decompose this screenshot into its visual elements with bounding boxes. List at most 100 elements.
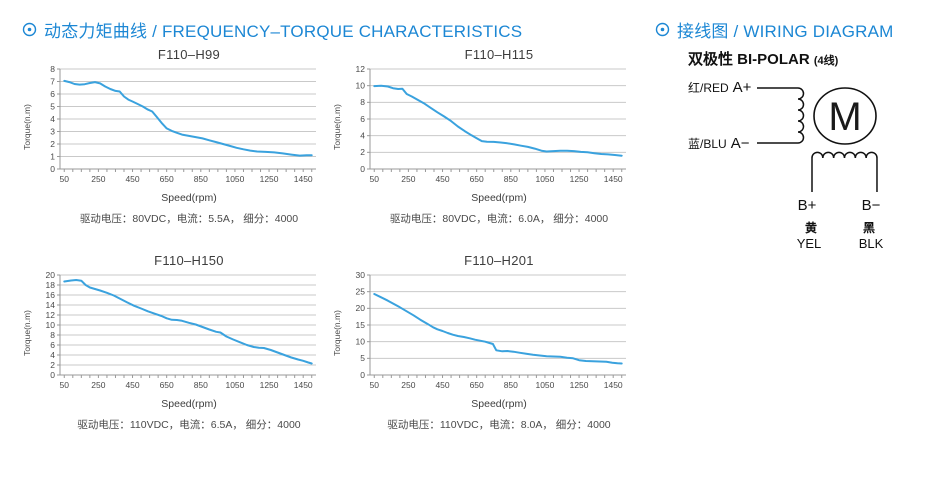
charts-section-header: 动态力矩曲线 / FREQUENCY–TORQUE CHARACTERISTIC… [22,17,522,42]
y-tick-label: 12 [46,310,56,320]
wiring-schematic: 红/RED A+ 蓝/BLU A− M B+ B− 黄 黑 YEL BLK [688,79,884,251]
chart-caption: 驱动电压：80VDC，电流：5.5A， 细分：4000 [79,213,299,225]
y-tick-label: 30 [356,270,366,280]
y-tick-label: 10 [356,336,366,346]
x-tick-label: 50 [60,174,70,184]
x-tick-label: 1250 [260,174,279,184]
x-tick-label: 50 [60,380,70,390]
x-tick-label: 250 [91,380,105,390]
circle-dot-bullet-icon [22,22,37,37]
chart-title: F110–H201 [464,253,534,268]
y-tick-label: 14 [46,300,56,310]
x-tick-label: 1250 [260,380,279,390]
x-tick-label: 250 [401,174,415,184]
wiring-diagram: 双极性 BI-POLAR (4线) 红/RED A+ 蓝/BLU A− M B+ B… [655,45,945,305]
x-tick-label: 850 [194,380,208,390]
wire-count-label: (4线) [813,55,839,67]
plot-area: 0 5 10 15 20 25 30 50 250 450 650 850 1050 1250 1450 [356,270,626,390]
y-tick-label: 0 [50,370,55,380]
y-tick-label: 4 [50,114,55,124]
chart-caption: 驱动电压：80VDC，电流：6.0A， 细分：4000 [389,213,609,225]
y-tick-label: 7 [50,76,55,86]
x-tick-label: 450 [435,174,449,184]
y-tick-label: 8 [360,97,365,107]
x-tick-label: 850 [194,174,208,184]
yellow-wire-label-zh: 黄 [805,220,817,235]
motor-circle [813,87,877,145]
chart-f110-h115: F110–H115 Torque(n.m) 0 2 4 6 8 10 12 50 250 450 6… [330,46,632,226]
x-tick-label: 1450 [604,174,623,184]
torque-curve [373,84,623,157]
y-axis-label: Torque(n.m) [22,310,32,356]
phase-b-coil [811,151,878,159]
y-tick-label: 1 [50,151,55,161]
y-tick-label: 3 [50,126,55,136]
y-tick-label: 6 [50,340,55,350]
y-tick-label: 6 [50,89,55,99]
x-tick-label: 1050 [535,174,554,184]
charts-section-title: 动态力矩曲线 / FREQUENCY–TORQUE CHARACTERISTIC… [44,22,523,41]
y-tick-label: 8 [50,64,55,74]
x-tick-label: 650 [470,174,484,184]
chart-title: F110–H150 [154,253,224,268]
y-tick-label: 2 [50,360,55,370]
x-axis-label: Speed(rpm) [161,398,217,410]
y-tick-label: 12 [356,64,366,74]
y-tick-label: 0 [360,164,365,174]
y-tick-label: 8 [50,330,55,340]
b-plus-label: B+ [798,197,817,214]
black-wire-label-en: BLK [859,236,884,251]
torque-curve [63,279,313,365]
motor-symbol: M [828,95,861,139]
y-tick-label: 16 [46,290,56,300]
x-tick-label: 450 [125,174,139,184]
y-tick-label: 15 [356,320,366,330]
chart-f110-h201: F110–H201 Torque(n.m) 0 5 10 15 20 25 30 50 250 4… [330,252,632,432]
x-tick-label: 650 [470,380,484,390]
x-tick-label: 1250 [570,174,589,184]
x-tick-label: 1050 [225,174,244,184]
torque-curve [63,79,313,157]
x-tick-label: 1050 [225,380,244,390]
x-tick-label: 650 [160,174,174,184]
x-tick-label: 250 [401,380,415,390]
y-tick-label: 0 [50,164,55,174]
chart-title: F110–H99 [157,47,221,62]
wiring-subtitle: 双极性 BI-POLAR (4线) [688,48,838,69]
x-tick-label: 1050 [535,380,554,390]
x-axis-label: Speed(rpm) [471,192,527,204]
y-axis-label: Torque(n.m) [332,104,342,150]
x-axis-label: Speed(rpm) [471,398,527,410]
torque-curve [373,293,623,365]
x-axis-label: Speed(rpm) [161,192,217,204]
y-tick-label: 20 [46,270,56,280]
x-tick-label: 850 [504,380,518,390]
y-tick-label: 6 [360,114,365,124]
chart-title: F110–H115 [464,47,534,62]
chart-f110-h99: F110–H99 Torque(n.m) 0 1 2 3 4 5 6 7 8 50 250 450 65… [20,46,322,226]
y-tick-label: 4 [360,130,365,140]
y-tick-label: 4 [50,350,55,360]
y-tick-label: 5 [360,353,365,363]
wiring-section-title: 接线图 / WIRING DIAGRAM [677,22,894,41]
x-tick-label: 650 [160,380,174,390]
a-minus-label: 蓝/BLU A− [688,135,750,152]
phase-a-coil [797,87,805,144]
chart-caption: 驱动电压：110VDC，电流：8.0A， 细分：4000 [387,419,611,431]
y-tick-label: 20 [356,303,366,313]
y-tick-label: 5 [50,101,55,111]
x-tick-label: 1250 [570,380,589,390]
bipolar-label: 双极性 BI-POLAR [688,51,810,68]
x-tick-label: 1450 [604,380,623,390]
y-tick-label: 10 [356,80,366,90]
x-tick-label: 250 [91,174,105,184]
a-plus-label: 红/RED A+ [688,79,752,96]
wiring-section-header: 接线图 / WIRING DIAGRAM [655,17,894,42]
y-tick-label: 18 [46,280,56,290]
black-wire-label-zh: 黑 [863,221,875,235]
chart-caption: 驱动电压：110VDC，电流：6.5A， 细分：4000 [77,419,301,431]
